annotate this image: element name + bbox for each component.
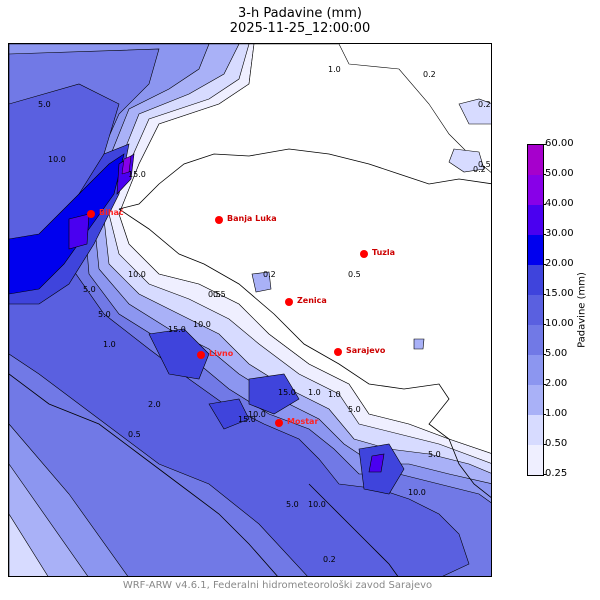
contour-value-label: 0.2 bbox=[478, 100, 491, 109]
colorbar-segment bbox=[528, 265, 543, 295]
precip-patch bbox=[413, 338, 425, 350]
contour-value-label: 10.0 bbox=[248, 410, 266, 419]
colorbar-segment bbox=[528, 355, 543, 385]
colorbar-tick-label: 20.00 bbox=[543, 258, 574, 269]
colorbar-tick-label: 10.00 bbox=[543, 318, 574, 329]
contour-value-label: 10.0 bbox=[408, 488, 426, 497]
contour-value-label: 0.5 bbox=[348, 270, 361, 279]
colorbar-segment bbox=[528, 445, 543, 475]
colorbar-tick-label: 40.00 bbox=[543, 198, 574, 209]
country-borders bbox=[9, 148, 491, 576]
contour-value-label: 0.5 bbox=[208, 290, 221, 299]
contour-value-label: 0.2 bbox=[323, 555, 336, 564]
contour-value-label: 0.5 bbox=[213, 290, 226, 299]
city-marker bbox=[360, 250, 368, 258]
precip-patch bbox=[251, 271, 272, 293]
footer-credit: WRF-ARW v4.6.1, Federalni hidrometeorolo… bbox=[122, 580, 433, 591]
city-label: Banja Luka bbox=[227, 214, 277, 223]
colorbar-segment bbox=[528, 205, 543, 235]
contour-value-label: 1.0 bbox=[308, 388, 321, 397]
city-marker bbox=[285, 298, 293, 306]
precipitation-map[interactable] bbox=[8, 43, 492, 577]
colorbar-tick-label: 2.00 bbox=[542, 378, 568, 389]
contour-value-label: 15.0 bbox=[238, 415, 256, 424]
colorbar-tick-label: 15.00 bbox=[543, 288, 574, 299]
contour-value-label: 0.2 bbox=[473, 165, 486, 174]
precip-patch bbox=[448, 148, 485, 173]
contour-value-label: 1.0 bbox=[328, 390, 341, 399]
colorbar-tick-label: 50.00 bbox=[543, 168, 574, 179]
precipitation-field bbox=[9, 44, 491, 576]
map-canvas bbox=[9, 44, 491, 576]
colorbar-tick-label: 1.00 bbox=[542, 408, 568, 419]
colorbar-segment bbox=[528, 175, 543, 205]
contour-value-label: 15.0 bbox=[278, 388, 296, 397]
contour-value-label: 10.0 bbox=[308, 500, 326, 509]
colorbar-tick-label: 0.25 bbox=[542, 468, 568, 479]
map-subtitle: 2025-11-25_12:00:00 bbox=[229, 21, 371, 36]
city-label: Mostar bbox=[287, 417, 319, 426]
precip-band-40 bbox=[121, 155, 132, 175]
contour-value-label: 15.0 bbox=[168, 325, 186, 334]
colorbar-segment bbox=[528, 325, 543, 355]
colorbar-label: Padavine (mm) bbox=[576, 272, 588, 348]
contour-value-label: 10.0 bbox=[48, 155, 66, 164]
contour-value-label: 5.0 bbox=[428, 450, 441, 459]
contour-value-label: 5.0 bbox=[98, 310, 111, 319]
dry-region bbox=[118, 44, 491, 454]
city-marker bbox=[334, 348, 342, 356]
contour-value-label: 10.0 bbox=[128, 270, 146, 279]
city-label: Sarajevo bbox=[346, 346, 386, 355]
contour-value-label: 15.0 bbox=[128, 170, 146, 179]
contour-value-label: 2.0 bbox=[148, 400, 161, 409]
contour-value-label: 0.5 bbox=[128, 430, 141, 439]
city-marker bbox=[87, 210, 95, 218]
city-marker bbox=[215, 216, 223, 224]
colorbar-segment bbox=[528, 295, 543, 325]
colorbar bbox=[527, 144, 544, 476]
contour-value-label: 0.2 bbox=[263, 270, 276, 279]
city-label: Livno bbox=[209, 349, 234, 358]
city-label: Bihać bbox=[99, 208, 124, 217]
contour-value-label: 0.5 bbox=[478, 160, 491, 169]
colorbar-segment bbox=[528, 145, 543, 175]
contour-value-label: 5.0 bbox=[348, 405, 361, 414]
colorbar-segment bbox=[528, 385, 543, 415]
contour-value-label: 1.0 bbox=[328, 65, 341, 74]
colorbar-tick-label: 30.00 bbox=[543, 228, 574, 239]
contour-value-label: 0.2 bbox=[423, 70, 436, 79]
colorbar-segment bbox=[528, 235, 543, 265]
city-marker bbox=[197, 351, 205, 359]
city-label: Tuzla bbox=[372, 248, 396, 257]
city-label: Zenica bbox=[297, 296, 327, 305]
colorbar-tick-label: 60.00 bbox=[543, 138, 574, 149]
contour-value-label: 5.0 bbox=[38, 100, 51, 109]
contour-value-label: 5.0 bbox=[83, 285, 96, 294]
city-marker bbox=[275, 419, 283, 427]
contour-value-label: 1.0 bbox=[103, 340, 116, 349]
contour-value-label: 5.0 bbox=[286, 500, 299, 509]
colorbar-tick-label: 5.00 bbox=[542, 348, 568, 359]
precip-band-15b bbox=[148, 328, 405, 495]
contour-value-label: 10.0 bbox=[193, 320, 211, 329]
map-title: 3-h Padavine (mm) bbox=[238, 6, 362, 21]
precip-patch bbox=[458, 98, 491, 125]
colorbar-tick-label: 0.50 bbox=[542, 438, 568, 449]
colorbar-segment bbox=[528, 415, 543, 445]
